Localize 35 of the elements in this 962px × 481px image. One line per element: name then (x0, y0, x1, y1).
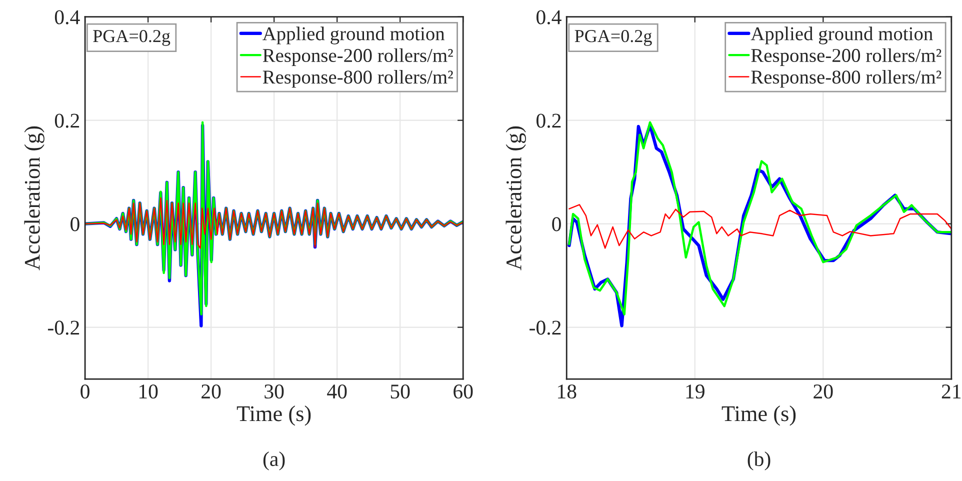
x-tick-label: 20 (814, 384, 833, 399)
y-tick-label: 0.2 (536, 114, 561, 128)
y-tick-label: 0.4 (54, 10, 80, 24)
legend-label: Response-200 rollers/m² (262, 48, 453, 66)
legend-label: Response-800 rollers/m² (751, 70, 942, 88)
y-axis-title: Acceleration (g) (506, 126, 526, 270)
line-series (85, 197, 464, 249)
line-series (568, 204, 952, 249)
text: (b) (748, 451, 770, 470)
x-tick-label: 10 (139, 384, 158, 399)
annotation: PGA=0.2g (93, 30, 170, 46)
x-tick-label: 40 (327, 384, 347, 399)
y-axis-title: Acceleration (g) (24, 126, 44, 270)
x-axis-title: Time (s) (236, 406, 311, 426)
x-tick-label: 18 (558, 384, 576, 399)
legend-label: Response-200 rollers/m² (751, 48, 942, 66)
text: (a) (263, 451, 285, 470)
y-tick-label: -0.2 (48, 320, 80, 335)
legend-label: Applied ground motion (750, 26, 933, 44)
x-tick-label: 21 (942, 384, 961, 398)
x-tick-label: 30 (264, 384, 284, 399)
x-tick-label: 0 (80, 384, 90, 399)
y-tick-label: 0 (70, 217, 80, 232)
legend-label: Response-800 rollers/m² (262, 70, 453, 88)
x-tick-label: 20 (202, 384, 221, 399)
annotation: PGA=0.2g (574, 30, 652, 46)
y-tick-label: 0.2 (54, 114, 80, 128)
y-tick-label: -0.2 (530, 320, 561, 335)
y-tick-label: 0.4 (536, 10, 562, 24)
x-tick-label: 60 (454, 384, 473, 399)
legend-label: Applied ground motion (262, 26, 445, 44)
y-tick-label: 0 (552, 217, 561, 232)
x-tick-label: 19 (686, 384, 704, 399)
x-axis-title: Time (s) (722, 406, 796, 426)
x-tick-label: 50 (390, 384, 410, 399)
